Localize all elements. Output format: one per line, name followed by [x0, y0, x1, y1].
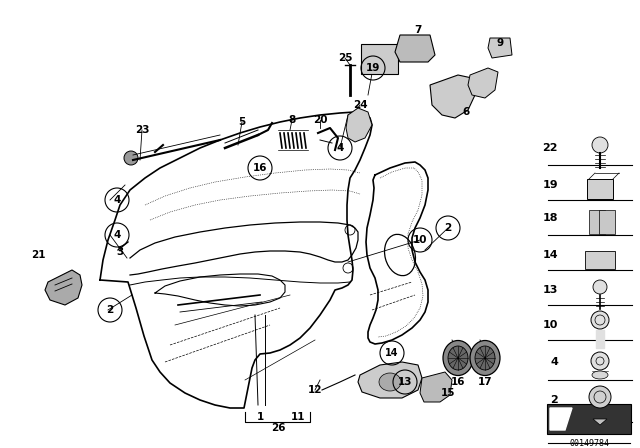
Text: 9: 9	[497, 38, 504, 48]
Circle shape	[589, 386, 611, 408]
Circle shape	[591, 311, 609, 329]
Text: 15: 15	[441, 388, 455, 398]
Text: 5: 5	[238, 117, 246, 127]
Text: 4: 4	[113, 195, 121, 205]
Text: 16: 16	[253, 163, 268, 173]
FancyBboxPatch shape	[589, 210, 605, 234]
Text: 2: 2	[550, 395, 558, 405]
Text: 14: 14	[542, 250, 558, 260]
Text: 21: 21	[31, 250, 45, 260]
Text: 4: 4	[336, 143, 344, 153]
Polygon shape	[45, 270, 82, 305]
Text: 1: 1	[257, 412, 264, 422]
Text: 19: 19	[542, 180, 558, 190]
FancyBboxPatch shape	[587, 179, 613, 199]
Text: 13: 13	[543, 285, 558, 295]
Ellipse shape	[475, 346, 495, 370]
Text: 10: 10	[543, 320, 558, 330]
Circle shape	[592, 137, 608, 153]
Circle shape	[124, 151, 138, 165]
Text: 10: 10	[413, 235, 428, 245]
Polygon shape	[346, 108, 372, 142]
Text: 2: 2	[106, 305, 114, 315]
Polygon shape	[358, 362, 422, 398]
Polygon shape	[468, 68, 498, 98]
Ellipse shape	[592, 371, 608, 379]
FancyBboxPatch shape	[547, 404, 631, 434]
Text: 18: 18	[543, 213, 558, 223]
Polygon shape	[395, 35, 435, 62]
Text: 25: 25	[338, 53, 352, 63]
Text: 17: 17	[477, 377, 492, 387]
Text: 19: 19	[366, 63, 380, 73]
Text: 00149784: 00149784	[570, 439, 610, 448]
Text: 16: 16	[451, 377, 465, 387]
Polygon shape	[488, 38, 512, 58]
Text: 2: 2	[444, 223, 452, 233]
Ellipse shape	[443, 340, 473, 375]
Text: 22: 22	[543, 143, 558, 153]
Polygon shape	[593, 419, 607, 425]
Circle shape	[593, 280, 607, 294]
Text: 8: 8	[289, 115, 296, 125]
Polygon shape	[420, 372, 452, 402]
Text: 26: 26	[271, 423, 285, 433]
Text: 7: 7	[414, 25, 422, 35]
Text: 13: 13	[397, 377, 412, 387]
FancyBboxPatch shape	[361, 44, 398, 74]
Ellipse shape	[379, 373, 401, 391]
FancyBboxPatch shape	[585, 251, 615, 269]
Circle shape	[591, 352, 609, 370]
Text: 4: 4	[550, 357, 558, 367]
Text: 20: 20	[313, 115, 327, 125]
Text: 14: 14	[385, 348, 399, 358]
Ellipse shape	[448, 346, 468, 370]
FancyBboxPatch shape	[599, 210, 615, 234]
Text: 4: 4	[113, 230, 121, 240]
Text: 3: 3	[116, 247, 124, 257]
Polygon shape	[430, 75, 475, 118]
Ellipse shape	[470, 340, 500, 375]
Text: 11: 11	[291, 412, 305, 422]
Text: 12: 12	[308, 385, 323, 395]
Text: 23: 23	[135, 125, 149, 135]
Polygon shape	[550, 408, 572, 430]
Text: 6: 6	[462, 107, 470, 117]
Text: 24: 24	[353, 100, 367, 110]
